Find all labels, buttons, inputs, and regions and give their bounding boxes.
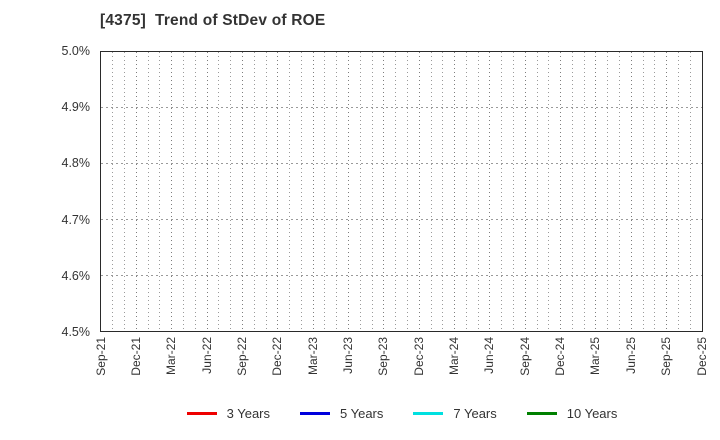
grid-line-horizontal (101, 163, 702, 165)
grid-line-vertical (230, 52, 232, 331)
grid-line-vertical (654, 52, 656, 331)
grid-line-horizontal (101, 107, 702, 109)
grid-line-vertical (513, 52, 514, 331)
grid-line-vertical (147, 52, 149, 331)
legend-label: 3 Years (226, 405, 270, 421)
grid-line-vertical (489, 52, 491, 331)
grid-line-vertical (253, 52, 255, 331)
grid-line-vertical (336, 52, 338, 331)
grid-line-vertical (312, 52, 314, 331)
legend: 3 Years 5 Years 7 Years 10 Years (100, 403, 704, 423)
grid-line-horizontal (101, 274, 702, 276)
x-tick-label: Dec-23 (411, 337, 426, 376)
x-tick-label: Jun-23 (341, 337, 355, 374)
grid-line-vertical (666, 52, 668, 331)
legend-label: 10 Years (566, 405, 618, 421)
grid-line-vertical (359, 52, 361, 331)
legend-label: 7 Years (453, 405, 497, 421)
x-tick-label: Mar-24 (447, 337, 461, 376)
grid-line-vertical (241, 52, 243, 331)
grid-line-vertical (277, 52, 279, 331)
grid-line-vertical (194, 52, 196, 331)
grid-line-vertical (607, 52, 609, 331)
legend-line-swatch (300, 411, 330, 415)
x-tick-label: Sep-23 (376, 337, 391, 376)
legend-item-10-years: 10 Years (526, 405, 618, 421)
y-tick-label: 4.6% (61, 268, 91, 283)
grid-line-vertical (395, 52, 397, 331)
chart-title: [4375] Trend of StDev of ROE (100, 12, 326, 29)
x-tick-label: Jun-24 (482, 337, 497, 374)
x-tick-label: Dec-22 (270, 337, 285, 376)
grid-line-horizontal (101, 218, 702, 220)
grid-line-vertical (135, 52, 137, 331)
x-tick-label: Sep-21 (93, 337, 108, 376)
grid-line-vertical (560, 52, 562, 331)
grid-line-vertical (418, 52, 420, 331)
plot-area (100, 51, 703, 332)
x-tick-label: Dec-25 (694, 337, 709, 376)
legend-item-3-years: 3 Years (186, 405, 270, 421)
x-tick-label: Mar-25 (588, 337, 603, 376)
grid-line-vertical (642, 52, 644, 331)
grid-line-vertical (183, 52, 184, 331)
grid-line-vertical (571, 52, 573, 331)
grid-line-vertical (583, 52, 585, 331)
grid-line-vertical (536, 52, 538, 331)
grid-line-vertical (324, 52, 326, 331)
grid-line-vertical (548, 52, 550, 331)
x-tick-label: Sep-25 (659, 337, 674, 376)
grid-line-vertical (454, 52, 455, 331)
x-tick-label: Sep-22 (234, 337, 249, 376)
grid-line-vertical (371, 52, 373, 331)
grid-line-vertical (442, 52, 444, 331)
grid-line-vertical (430, 52, 432, 331)
y-tick-label: 4.8% (61, 156, 91, 171)
grid-line-vertical (477, 52, 479, 331)
grid-line-vertical (383, 52, 385, 331)
grid-line-vertical (677, 52, 679, 331)
grid-line-vertical (689, 52, 691, 331)
grid-line-vertical (501, 52, 503, 331)
x-tick-label: Mar-23 (305, 337, 320, 376)
grid-line-vertical (112, 52, 114, 331)
y-tick-label: 4.9% (61, 100, 91, 115)
legend-label: 5 Years (340, 405, 384, 421)
grid-line-vertical (619, 52, 620, 331)
legend-line-swatch (526, 411, 557, 415)
x-tick-label: Mar-22 (164, 337, 179, 376)
grid-line-vertical (159, 52, 161, 331)
y-tick-label: 4.5% (61, 325, 91, 339)
grid-line-vertical (206, 52, 208, 331)
legend-item-7-years: 7 Years (413, 405, 497, 421)
x-tick-label: Jun-25 (623, 337, 638, 374)
grid-line-vertical (300, 52, 302, 331)
y-tick-label: 4.7% (61, 212, 91, 227)
legend-line-swatch (186, 411, 217, 415)
grid-line-vertical (348, 52, 349, 331)
grid-line-vertical (595, 52, 597, 331)
grid-line-vertical (124, 52, 126, 331)
x-tick-label: Sep-24 (517, 337, 532, 376)
grid-line-vertical (171, 52, 173, 331)
grid-line-vertical (289, 52, 290, 331)
grid-line-vertical (218, 52, 220, 331)
grid-line-vertical (524, 52, 526, 331)
x-tick-label: Dec-24 (553, 337, 568, 376)
grid-line-vertical (630, 52, 632, 331)
grid-line-vertical (265, 52, 267, 331)
legend-line-swatch (413, 411, 444, 415)
grid-line-vertical (406, 52, 408, 331)
y-tick-label: 5.0% (61, 44, 91, 58)
x-tick-label: Jun-22 (199, 337, 214, 374)
grid-line-vertical (465, 52, 467, 331)
x-tick-label: Dec-21 (128, 337, 143, 376)
legend-item-5-years: 5 Years (300, 406, 383, 421)
